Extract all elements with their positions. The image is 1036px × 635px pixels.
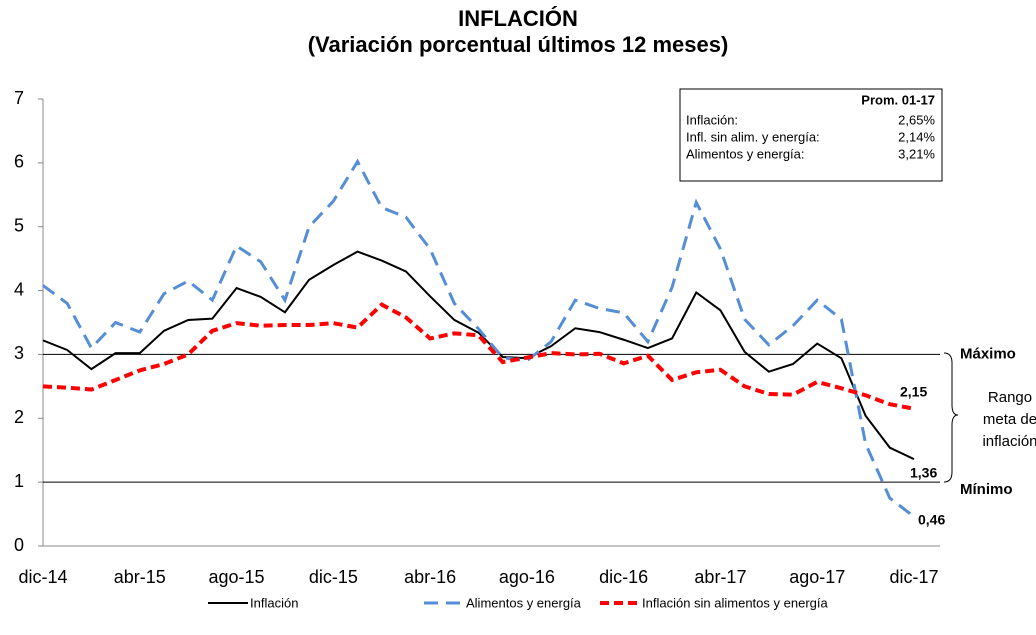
x-tick-label: ago-15 [209, 567, 265, 587]
data-label: 1,36 [910, 465, 937, 481]
y-tick-label: 3 [14, 343, 24, 363]
y-tick-label: 1 [14, 471, 24, 491]
x-tick-label: abr-17 [694, 567, 746, 587]
series-line [42, 250, 915, 461]
range-annotation: inflación [982, 433, 1036, 450]
x-tick-label: dic-17 [889, 567, 938, 587]
y-tick-label: 7 [14, 88, 24, 108]
info-box-value: 2,65% [898, 112, 935, 127]
info-box-label: Alimentos y energía: [686, 146, 805, 161]
series-line [42, 302, 915, 411]
legend-label: Inflación sin alimentos y energía [642, 595, 828, 610]
chart-subtitle: (Variación porcentual últimos 12 meses) [308, 32, 729, 57]
x-tick-label: ago-17 [789, 567, 845, 587]
reference-label: Máximo [960, 345, 1016, 362]
range-brace [943, 352, 959, 483]
data-label: 2,15 [900, 384, 927, 400]
y-tick-label: 2 [14, 407, 24, 427]
x-tick-label: dic-16 [599, 567, 648, 587]
reference-label: Mínimo [960, 481, 1013, 498]
y-tick-label: 0 [14, 535, 24, 555]
info-box-value: 2,14% [898, 129, 935, 144]
x-tick-label: abr-15 [114, 567, 166, 587]
chart-title: INFLACIÓN [458, 6, 578, 31]
legend-label: Inflación [250, 595, 298, 610]
series-line [42, 158, 915, 518]
x-tick-label: dic-15 [309, 567, 358, 587]
info-box-value: 3,21% [898, 146, 935, 161]
y-tick-label: 5 [14, 215, 24, 235]
info-box-label: Inflación: [686, 112, 738, 127]
range-annotation: meta de [983, 411, 1036, 428]
x-tick-label: abr-16 [404, 567, 456, 587]
range-annotation: Rango [988, 389, 1032, 406]
x-tick-label: dic-14 [18, 567, 67, 587]
info-box [679, 88, 943, 182]
x-tick-label: ago-16 [499, 567, 555, 587]
legend-label: Alimentos y energía [466, 595, 582, 610]
info-box-label: Infl. sin alim. y energía: [686, 129, 820, 144]
data-label: 0,46 [918, 512, 945, 528]
info-box-title: Prom. 01-17 [861, 92, 935, 107]
y-tick-label: 4 [14, 279, 24, 299]
y-tick-label: 6 [14, 152, 24, 172]
